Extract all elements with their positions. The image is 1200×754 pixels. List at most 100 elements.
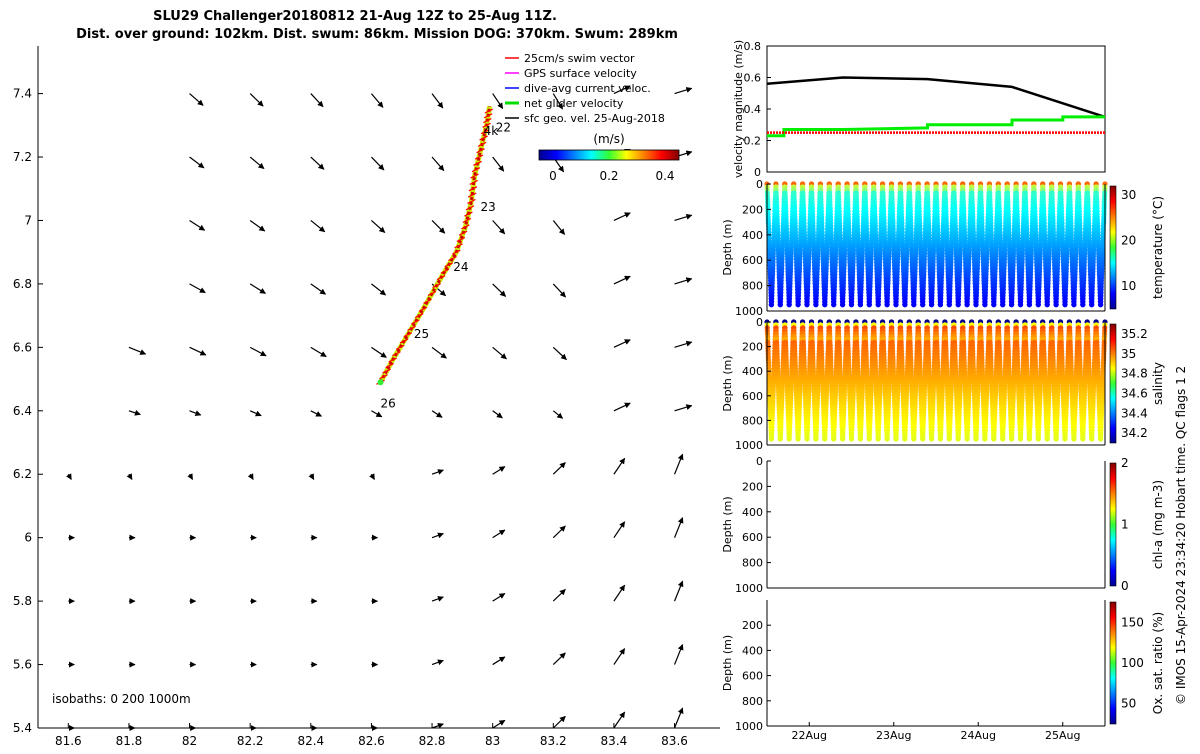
legend-label: dive-avg current veloc. xyxy=(524,82,651,95)
map-background xyxy=(38,46,720,728)
data-point xyxy=(902,436,907,441)
data-point xyxy=(1018,302,1023,307)
data-point xyxy=(840,302,845,307)
map-x-tick-label: 82.6 xyxy=(358,734,385,748)
depth-colorbar-tick-label: 30 xyxy=(1121,188,1136,202)
data-point xyxy=(831,302,836,307)
map-y-tick-label: 6.4 xyxy=(13,404,32,418)
isobaths-label: isobaths: 0 200 1000m xyxy=(52,692,191,706)
data-point xyxy=(947,302,952,307)
map-x-tick-label: 82.8 xyxy=(419,734,446,748)
velocity-y-tick-label: 0.2 xyxy=(744,135,762,148)
map-y-tick-label: 5.6 xyxy=(13,658,32,672)
data-point xyxy=(813,436,818,441)
data-point xyxy=(1009,302,1014,307)
data-point xyxy=(956,302,961,307)
legend-label: 25cm/s swim vector xyxy=(524,52,635,65)
data-point xyxy=(769,302,774,307)
data-point xyxy=(920,436,925,441)
map-x-tick-label: 81.6 xyxy=(55,734,82,748)
data-point xyxy=(929,436,934,441)
data-point xyxy=(822,436,827,441)
data-point xyxy=(893,302,898,307)
day-label: 25 xyxy=(414,327,429,341)
colorbar-tick-label: 0 xyxy=(549,169,557,183)
depth-y-tick-label: 600 xyxy=(742,254,763,267)
data-point xyxy=(796,302,801,307)
legend-label: GPS surface velocity xyxy=(524,67,637,80)
map-y-tick-label: 6 xyxy=(24,531,32,545)
day-label: 22 xyxy=(496,121,511,135)
data-point xyxy=(876,302,881,307)
data-point xyxy=(822,302,827,307)
data-point xyxy=(1089,302,1094,307)
data-point xyxy=(973,302,978,307)
data-point xyxy=(849,436,854,441)
data-point xyxy=(831,436,836,441)
colorbar-title: (m/s) xyxy=(593,132,624,146)
data-point xyxy=(893,436,898,441)
map-y-tick-label: 6.6 xyxy=(13,340,32,354)
data-point xyxy=(1080,302,1085,307)
data-point xyxy=(911,436,916,441)
velocity-y-label: velocity magnitude (m/s) xyxy=(732,40,745,178)
data-point xyxy=(991,302,996,307)
colorbar-tick-label: 0.2 xyxy=(599,169,618,183)
map-y-tick-label: 6.8 xyxy=(13,277,32,291)
data-point xyxy=(911,302,916,307)
data-point xyxy=(1036,302,1041,307)
data-point xyxy=(929,302,934,307)
data-point xyxy=(867,302,872,307)
map-x-tick-label: 81.8 xyxy=(116,734,143,748)
data-point xyxy=(778,436,783,441)
day-label: 24 xyxy=(453,260,468,274)
map-y-tick-label: 7.2 xyxy=(13,150,32,164)
depth-y-tick-label: 0 xyxy=(756,178,763,191)
day-label: 26 xyxy=(381,397,396,411)
velocity-frame xyxy=(767,46,1105,172)
data-point xyxy=(1098,302,1103,307)
colorbar xyxy=(539,150,679,160)
velocity-y-tick-label: 0.4 xyxy=(744,103,762,116)
data-point xyxy=(858,436,863,441)
data-point xyxy=(867,436,872,441)
day-label: 23 xyxy=(481,200,496,214)
data-point xyxy=(813,302,818,307)
data-point xyxy=(849,302,854,307)
data-point xyxy=(982,302,987,307)
data-point xyxy=(965,302,970,307)
map-y-tick-label: 6.2 xyxy=(13,467,32,481)
map-x-tick-label: 83.4 xyxy=(601,734,628,748)
depth-y-tick-label: 200 xyxy=(742,203,763,216)
depth-y-tick-label: 800 xyxy=(742,280,763,293)
data-point xyxy=(787,302,792,307)
data-point xyxy=(885,302,890,307)
data-point xyxy=(858,302,863,307)
data-point xyxy=(1000,302,1005,307)
track-start-marker xyxy=(378,379,384,385)
data-point xyxy=(876,436,881,441)
map-y-tick-label: 7 xyxy=(24,213,32,227)
data-point xyxy=(1062,302,1067,307)
data-point xyxy=(938,302,943,307)
data-point xyxy=(778,302,783,307)
map-x-tick-label: 83.2 xyxy=(540,734,567,748)
map-y-tick-label: 5.8 xyxy=(13,594,32,608)
figure-title-line2: Dist. over ground: 102km. Dist. swum: 86… xyxy=(76,27,678,42)
map-y-tick-label: 5.4 xyxy=(13,721,32,735)
data-point xyxy=(840,436,845,441)
data-point xyxy=(1071,302,1076,307)
velocity-y-tick-label: 0.8 xyxy=(744,40,762,53)
depth-colorbar-tick-label: 20 xyxy=(1121,234,1136,248)
map-x-tick-label: 83 xyxy=(485,734,500,748)
depth-y-tick-label: 400 xyxy=(742,229,763,242)
data-point xyxy=(796,436,801,441)
map-x-tick-label: 82.2 xyxy=(237,734,264,748)
data-point xyxy=(804,436,809,441)
data-point xyxy=(885,436,890,441)
